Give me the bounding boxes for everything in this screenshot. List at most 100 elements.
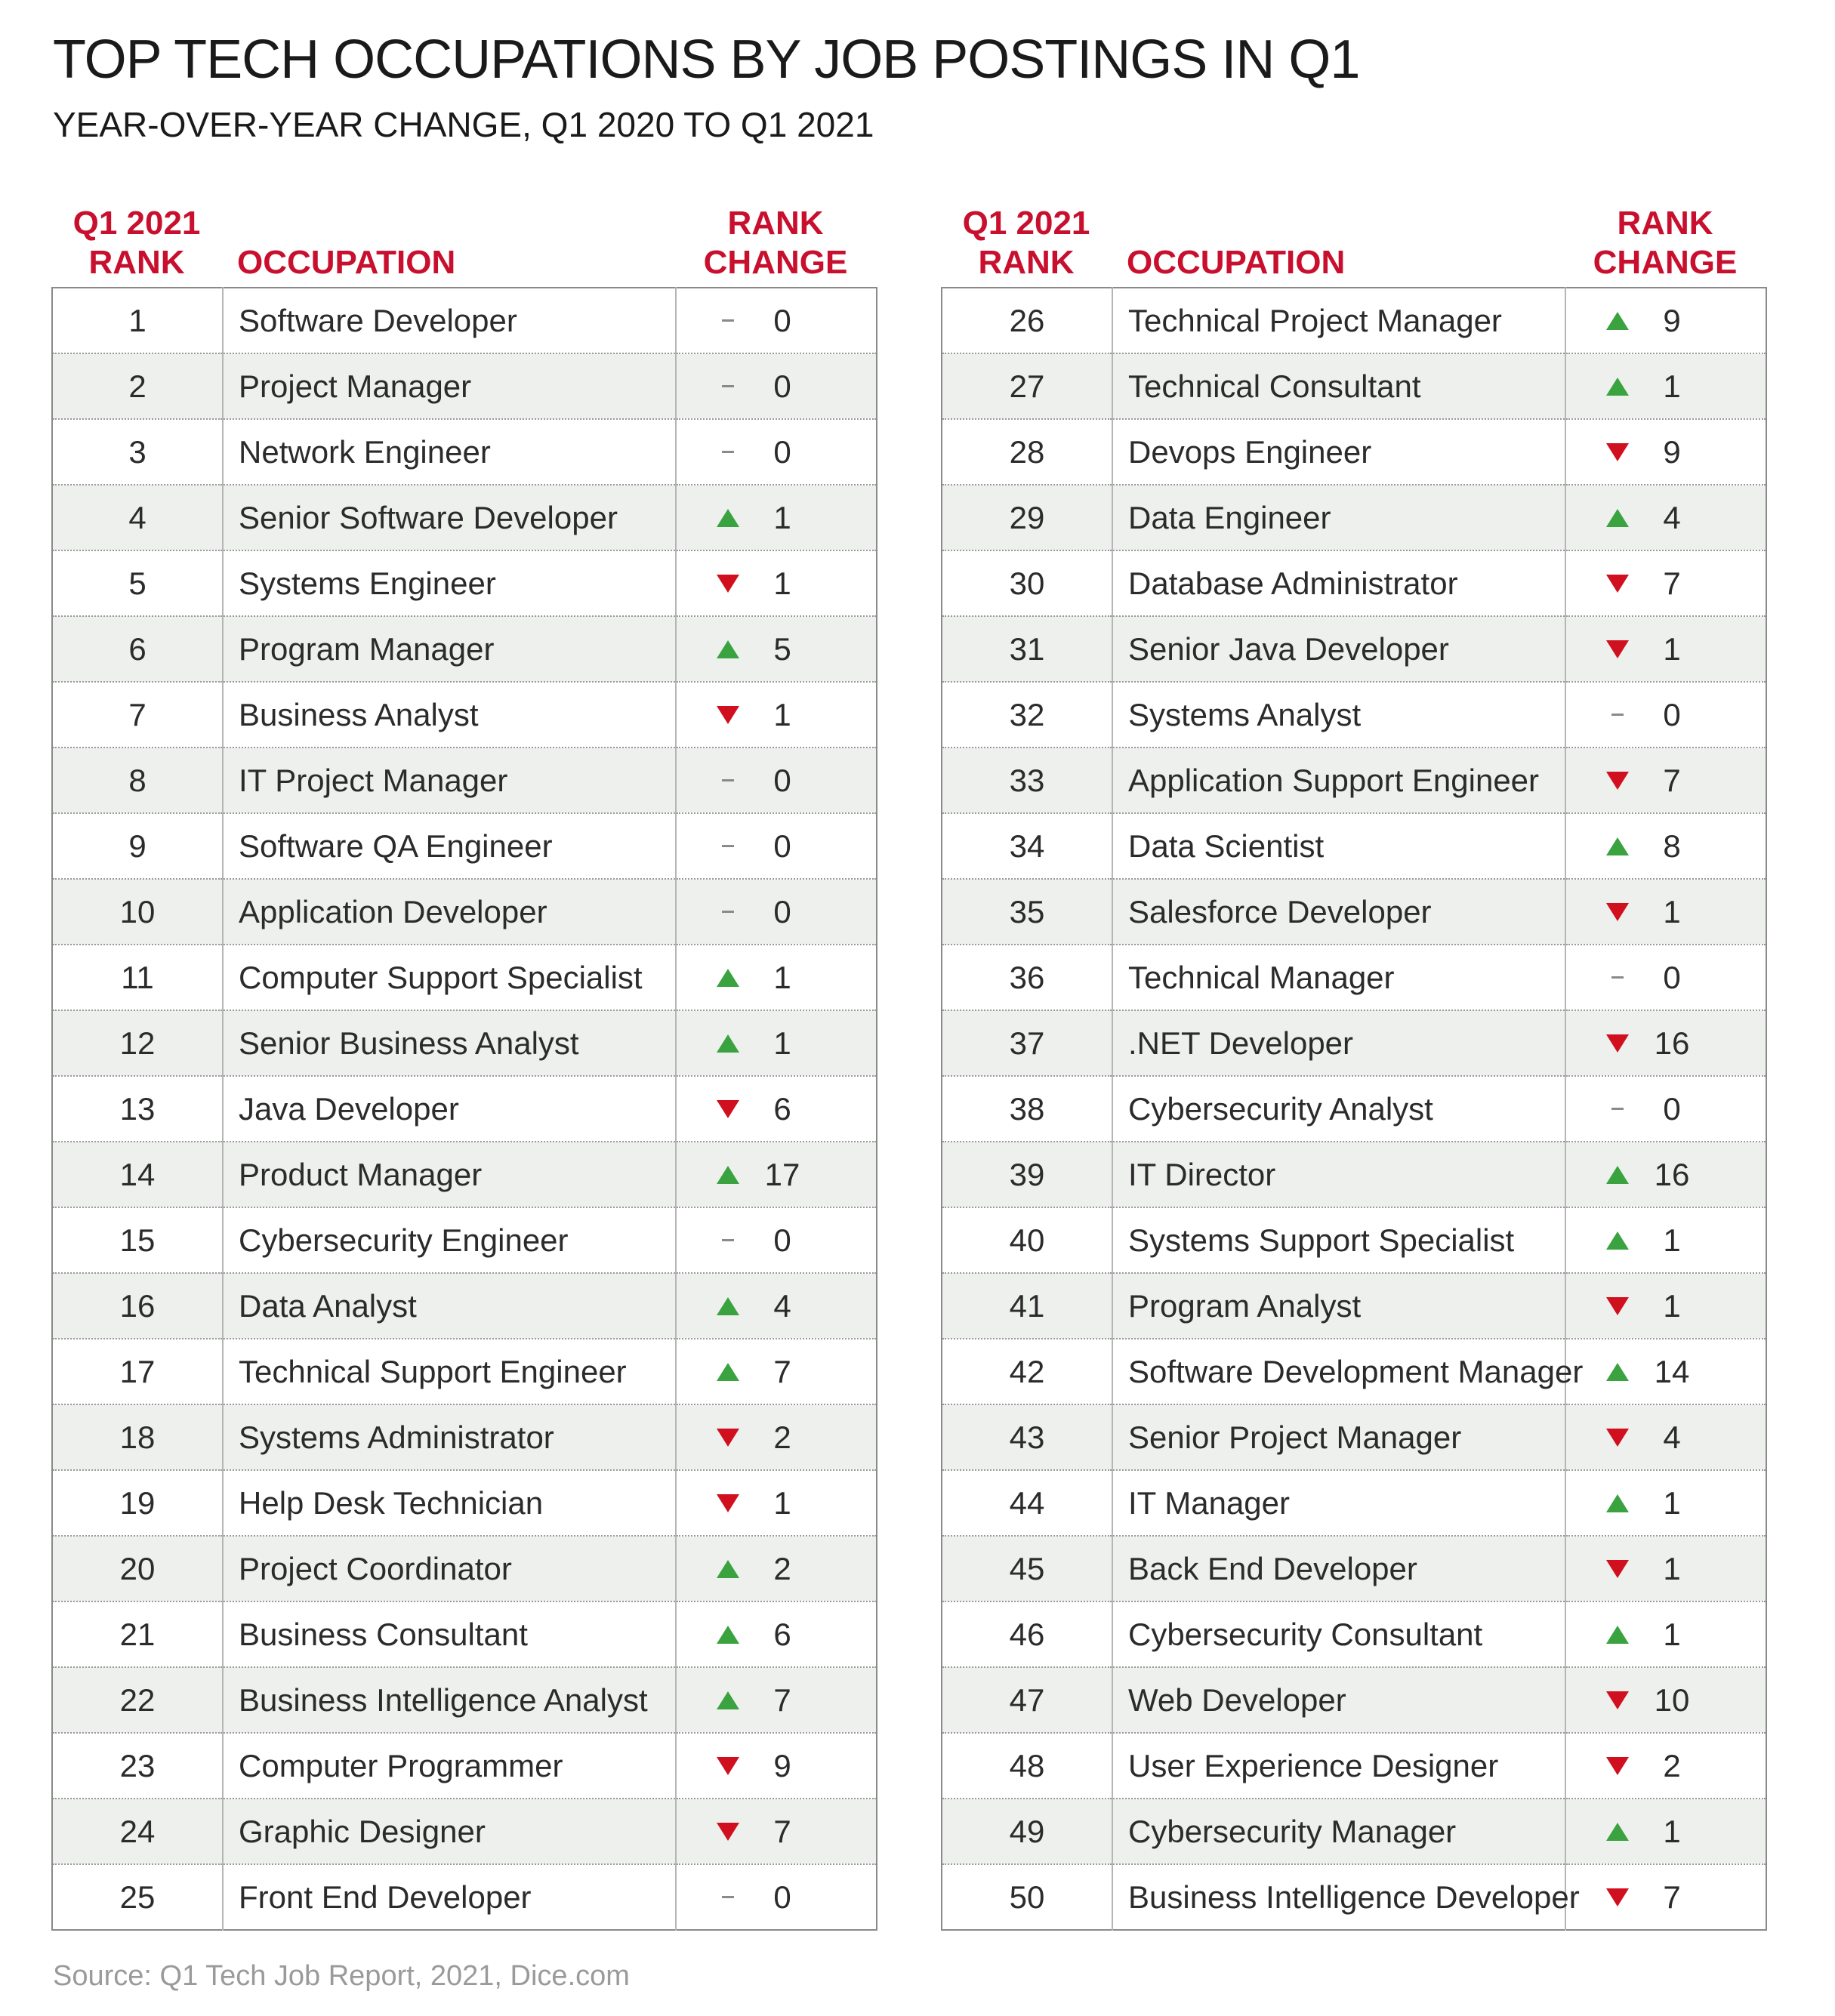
header-rank-change: RANK CHANGE: [1593, 205, 1738, 281]
table-row: 6 Program Manager 5: [52, 615, 877, 682]
rank-cell: 6: [52, 615, 224, 682]
table-row: 19 Help Desk Technician 1: [52, 1469, 877, 1536]
rank-change-cell: 1: [676, 944, 877, 1010]
rank-cell: 5: [52, 550, 224, 616]
rank-change-value: 16: [1654, 1025, 1690, 1061]
up-arrow-icon: [716, 1296, 740, 1317]
rank-cell: 26: [942, 288, 1113, 353]
rank-cell: 18: [52, 1404, 224, 1470]
rank-cell: 49: [942, 1798, 1113, 1864]
rank-cell: 36: [942, 944, 1113, 1010]
up-arrow-icon: [716, 507, 740, 529]
table-row: 28 Devops Engineer 9: [942, 418, 1766, 485]
rank-change-value: 7: [1663, 762, 1681, 798]
table-row: 7 Business Analyst 1: [52, 681, 877, 748]
header-rank-change: RANK CHANGE: [703, 205, 848, 281]
occupation-cell: Data Engineer: [1112, 484, 1566, 550]
rank-change-cell: 0: [1565, 944, 1766, 1010]
down-arrow-icon: [1605, 1756, 1630, 1777]
chart-title: TOP TECH OCCUPATIONS BY JOB POSTINGS IN …: [53, 29, 1360, 90]
table-header-right: Q1 2021 RANK OCCUPATION RANK CHANGE: [941, 198, 1766, 287]
down-arrow-icon: [716, 1099, 740, 1120]
occupation-cell: Senior Java Developer: [1112, 615, 1566, 682]
table-row: 45 Back End Developer 1: [942, 1535, 1766, 1601]
down-arrow-icon: [1605, 1296, 1630, 1317]
rank-change-cell: 0: [1565, 681, 1766, 748]
rank-cell: 42: [942, 1338, 1113, 1404]
occupation-cell: Computer Programmer: [223, 1732, 677, 1799]
up-arrow-icon: [1605, 1821, 1630, 1842]
rank-change-value: 0: [773, 1222, 791, 1258]
rank-cell: 16: [52, 1272, 224, 1339]
occupation-cell: Technical Support Engineer: [223, 1338, 677, 1404]
rank-change-value: 9: [773, 1747, 791, 1783]
rank-change-cell: 8: [1565, 812, 1766, 879]
no-change-dash-icon: [716, 902, 740, 923]
occupation-cell: Systems Engineer: [223, 550, 677, 616]
occupation-cell: Web Developer: [1112, 1666, 1566, 1733]
occupation-cell: Cybersecurity Manager: [1112, 1798, 1566, 1864]
table-row: 25 Front End Developer 0: [52, 1863, 877, 1930]
rank-change-value: 1: [1663, 630, 1681, 667]
rank-change-value: 16: [1654, 1156, 1690, 1192]
rank-cell: 3: [52, 418, 224, 485]
occupation-cell: Application Support Engineer: [1112, 747, 1566, 813]
rank-change-cell: 1: [676, 1010, 877, 1076]
up-arrow-icon: [716, 639, 740, 660]
occupation-cell: Product Manager: [223, 1141, 677, 1207]
no-change-dash-icon: [716, 770, 740, 791]
rank-change-value: 8: [1663, 828, 1681, 864]
table-row: 2 Project Manager 0: [52, 353, 877, 419]
rank-change-value: 1: [773, 565, 791, 601]
table-row: 47 Web Developer 10: [942, 1666, 1766, 1733]
rank-cell: 4: [52, 484, 224, 550]
rank-change-value: 1: [773, 499, 791, 535]
occupation-table-left: 1 Software Developer 0 2 Project Manager 0 3 Ne…: [51, 287, 877, 1931]
rank-change-value: 0: [1663, 696, 1681, 732]
down-arrow-icon: [1605, 770, 1630, 791]
no-change-dash-icon: [1605, 967, 1630, 988]
table-row: 8 IT Project Manager 0: [52, 747, 877, 813]
table-row: 41 Program Analyst 1: [942, 1272, 1766, 1339]
rank-cell: 19: [52, 1469, 224, 1536]
no-change-dash-icon: [716, 836, 740, 857]
rank-change-value: 7: [773, 1682, 791, 1718]
rank-change-value: 6: [773, 1616, 791, 1652]
table-row: 32 Systems Analyst 0: [942, 681, 1766, 748]
table-row: 4 Senior Software Developer 1: [52, 484, 877, 550]
up-arrow-icon: [1605, 310, 1630, 331]
table-row: 50 Business Intelligence Developer 7: [942, 1863, 1766, 1930]
table-row: 15 Cybersecurity Engineer 0: [52, 1207, 877, 1273]
rank-cell: 37: [942, 1010, 1113, 1076]
table-row: 36 Technical Manager 0: [942, 944, 1766, 1010]
rank-change-cell: 1: [1565, 878, 1766, 945]
rank-change-value: 9: [1663, 433, 1681, 470]
rank-change-value: 1: [773, 1484, 791, 1521]
rank-change-cell: 1: [676, 484, 877, 550]
up-arrow-icon: [1605, 1164, 1630, 1185]
rank-cell: 7: [52, 681, 224, 748]
rank-change-value: 4: [773, 1287, 791, 1324]
table-row: 10 Application Developer 0: [52, 878, 877, 945]
rank-change-cell: 9: [676, 1732, 877, 1799]
rank-change-cell: 1: [1565, 1535, 1766, 1601]
rank-cell: 1: [52, 288, 224, 353]
up-arrow-icon: [716, 1164, 740, 1185]
rank-change-cell: 1: [676, 681, 877, 748]
rank-cell: 30: [942, 550, 1113, 616]
rank-cell: 38: [942, 1075, 1113, 1142]
rank-change-value: 0: [773, 302, 791, 338]
table-row: 14 Product Manager 17: [52, 1141, 877, 1207]
rank-change-cell: 5: [676, 615, 877, 682]
rank-change-cell: 17: [676, 1141, 877, 1207]
occupation-cell: Systems Support Specialist: [1112, 1207, 1566, 1273]
rank-change-cell: 16: [1565, 1010, 1766, 1076]
rank-change-value: 1: [1663, 1287, 1681, 1324]
rank-change-cell: 7: [1565, 747, 1766, 813]
rank-change-value: 6: [773, 1090, 791, 1127]
down-arrow-icon: [716, 1427, 740, 1448]
table-header-left: Q1 2021 RANK OCCUPATION RANK CHANGE: [51, 198, 876, 287]
table-row: 17 Technical Support Engineer 7: [52, 1338, 877, 1404]
table-row: 16 Data Analyst 4: [52, 1272, 877, 1339]
rank-change-cell: 14: [1565, 1338, 1766, 1404]
